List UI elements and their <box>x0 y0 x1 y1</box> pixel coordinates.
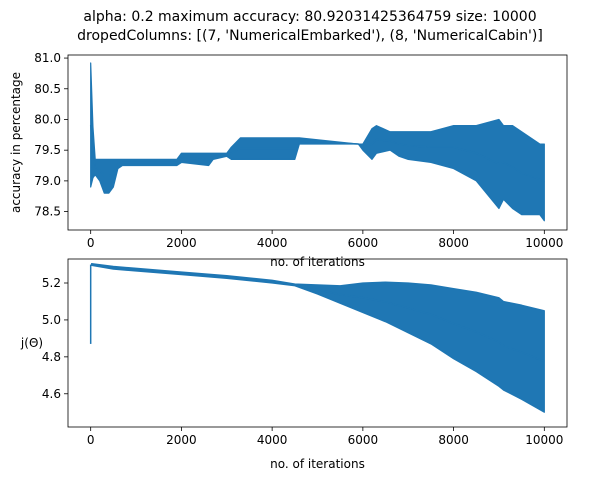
y-tick-label: 81.0 <box>34 51 61 65</box>
y-tick-label: 4.8 <box>42 350 61 364</box>
y-tick-label: 5.0 <box>42 313 61 327</box>
x-tick-label: 4000 <box>257 236 288 250</box>
series-line <box>91 263 545 363</box>
y-axis-label: j(Θ) <box>20 336 43 350</box>
x-tick-label: 2000 <box>166 236 197 250</box>
figure-title-line1: alpha: 0.2 maximum accuracy: 80.92031425… <box>83 9 536 25</box>
axes-frame <box>67 258 568 428</box>
y-tick-label: 78.5 <box>34 205 61 219</box>
x-tick-label: 8000 <box>438 433 469 447</box>
y-tick-label: 80.5 <box>34 82 61 96</box>
x-tick-label: 8000 <box>438 236 469 250</box>
y-tick-label: 4.6 <box>42 387 61 401</box>
x-tick-label: 0 <box>87 236 95 250</box>
x-tick-label: 6000 <box>348 236 379 250</box>
accuracy-chart: 0 2000 4000 6000 8000 10000 78.5 79.0 79.5 80.0 80… <box>9 51 568 269</box>
x-tick-label: 2000 <box>166 433 197 447</box>
x-axis-label: no. of iterations <box>270 457 365 471</box>
x-tick-label: 6000 <box>348 433 379 447</box>
y-tick-label: 5.2 <box>42 276 61 290</box>
x-axis-label: no. of iterations <box>270 255 365 269</box>
y-axis-label: accuracy in percentage <box>9 72 23 213</box>
y-tick-label: 80.0 <box>34 112 61 126</box>
x-tick-label: 0 <box>87 433 95 447</box>
series-band <box>90 263 545 413</box>
figure-title-line2: dropedColumns: [(7, 'NumericalEmbarked')… <box>77 28 543 44</box>
x-tick-label: 4000 <box>257 433 288 447</box>
cost-chart: 0 2000 4000 6000 8000 10000 4.6 4.8 5.0 5.2 no. of… <box>20 258 568 471</box>
x-tick-label: 10000 <box>525 433 563 447</box>
y-tick-label: 79.0 <box>34 174 61 188</box>
x-tick-label: 10000 <box>525 236 563 250</box>
axes-frame <box>67 54 568 231</box>
series-line <box>89 124 545 184</box>
y-tick-label: 79.5 <box>34 143 61 157</box>
